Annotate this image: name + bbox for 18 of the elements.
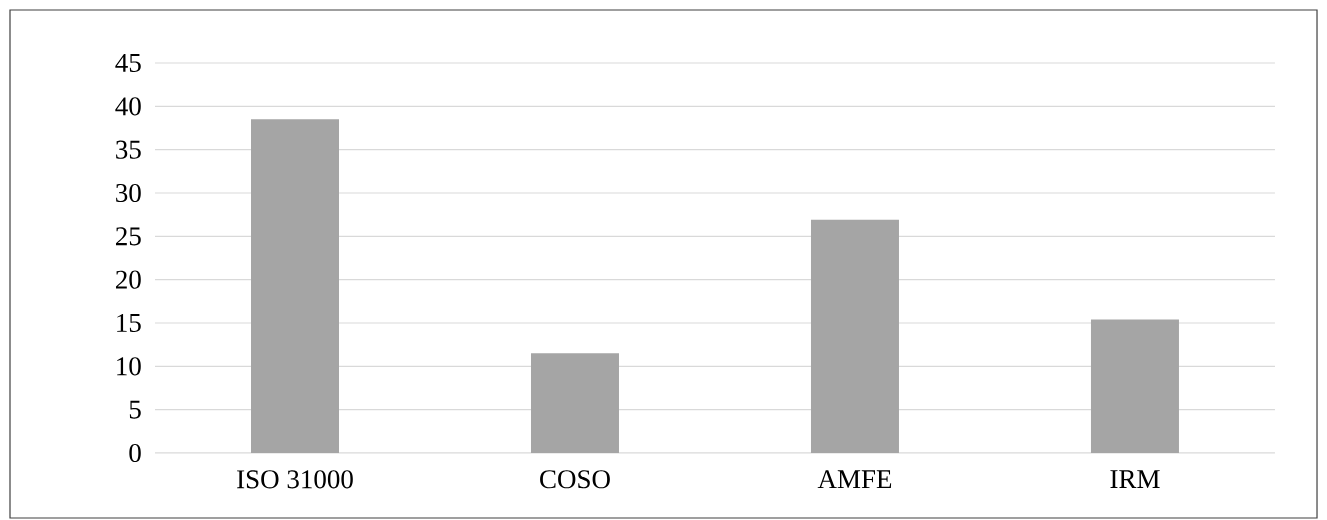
bar [1090,319,1179,453]
y-tick-label: 5 [129,400,141,419]
bar [251,119,339,453]
bar [810,219,899,453]
y-tick-label: 25 [115,227,141,246]
x-tick-label: ISO 31000 [237,470,353,489]
y-tick-label: 10 [117,357,141,376]
y-tick-label: 30 [116,183,141,203]
y-tick-label: 35 [116,140,141,159]
bar [530,353,619,453]
y-tick-label: 0 [129,443,141,463]
y-tick-label: 15 [117,313,141,333]
y-tick-label: 20 [115,270,141,289]
x-tick-label: COSO [540,470,610,489]
x-tick-label: AMFE [817,470,892,489]
y-tick-label: 40 [115,97,141,116]
y-tick-label: 45 [115,53,141,73]
x-tick-label: IRM [1110,470,1160,488]
